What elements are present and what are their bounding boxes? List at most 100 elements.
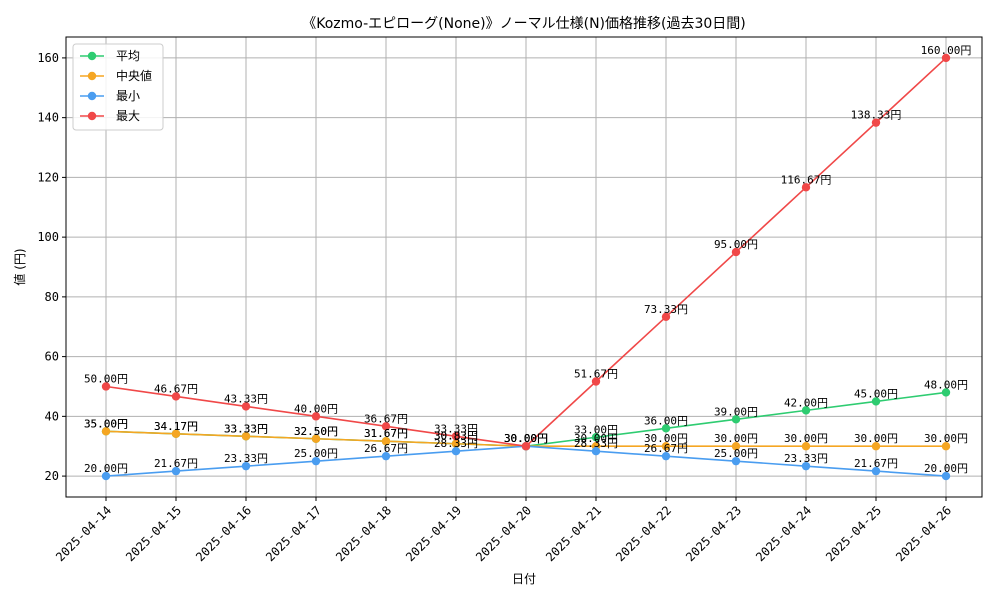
legend-box	[72, 43, 164, 131]
data-point	[171, 466, 181, 476]
x-tick-label: 2025-04-19	[403, 503, 464, 564]
legend-label: 最大	[116, 109, 140, 123]
legend-item: 平均	[80, 49, 140, 63]
data-label: 116.67円	[781, 173, 832, 186]
data-point	[451, 439, 461, 448]
data-label: 20.00円	[924, 462, 968, 475]
legend-item: 中央値	[80, 68, 152, 83]
data-label: 31.67円	[364, 427, 408, 440]
data-point	[101, 382, 111, 391]
data-label: 40.00円	[294, 402, 338, 415]
y-tick-label: 140	[37, 111, 59, 125]
data-label: 28.33円	[434, 437, 478, 450]
data-point	[311, 412, 321, 421]
data-label: 36.67円	[364, 412, 408, 425]
data-label: 30.00円	[924, 432, 968, 445]
data-label: 46.67円	[154, 382, 198, 395]
data-point	[941, 471, 951, 481]
data-point	[871, 466, 881, 476]
data-point	[871, 442, 881, 451]
data-label: 30.83円	[434, 430, 478, 443]
y-tick-label: 120	[37, 170, 59, 184]
data-point	[101, 471, 111, 481]
y-tick-label: 100	[37, 230, 59, 244]
y-axis-label: 値 (円)	[12, 248, 27, 285]
data-point	[311, 434, 321, 443]
data-point	[941, 53, 951, 63]
x-tick-label: 2025-04-22	[613, 503, 674, 564]
data-label: 30.00円	[504, 432, 548, 445]
data-point	[661, 312, 671, 321]
data-point	[451, 447, 461, 456]
data-label: 33.33円	[434, 422, 478, 435]
data-point	[731, 247, 741, 257]
data-label: 32.50円	[294, 425, 338, 438]
legend-item: 最小	[80, 89, 140, 103]
data-labels: 35.00円 34.17円 33.33円 32.50円 31.67円 30.83円 30.0…	[84, 44, 971, 475]
legend-label: 中央値	[116, 68, 152, 83]
data-point	[311, 456, 321, 466]
data-label: 33.33円	[224, 422, 268, 435]
y-tick-label: 80	[45, 290, 59, 304]
data-label: 23.33円	[224, 452, 268, 465]
plot-frame	[65, 36, 983, 498]
data-point	[241, 432, 251, 441]
data-label: 21.67円	[154, 457, 198, 470]
data-label: 23.33円	[784, 452, 828, 465]
data-point	[591, 377, 601, 386]
legend-label: 最小	[116, 89, 140, 103]
data-point	[381, 451, 391, 461]
x-tick-label: 2025-04-24	[753, 503, 814, 564]
data-point	[941, 442, 951, 451]
data-label: 50.00円	[84, 372, 128, 385]
x-tick-label: 2025-04-21	[543, 503, 604, 564]
data-label: 34.17円	[154, 420, 198, 433]
series-layer	[101, 53, 951, 481]
data-label: 26.67円	[644, 442, 688, 455]
data-point	[171, 429, 181, 438]
data-label: 20.00円	[84, 462, 128, 475]
x-tick-label: 2025-04-20	[473, 503, 534, 564]
data-point	[241, 461, 251, 471]
data-point	[871, 118, 881, 127]
data-label: 33.33円	[224, 422, 268, 435]
data-point	[171, 392, 181, 401]
data-label: 34.17円	[154, 420, 198, 433]
x-tick-label: 2025-04-15	[123, 503, 184, 564]
data-label: 30.00円	[504, 432, 548, 445]
legend-marker	[87, 71, 97, 81]
data-label: 33.00円	[574, 423, 618, 436]
data-label: 30.00円	[854, 432, 898, 445]
data-point	[591, 447, 601, 456]
data-label: 42.00円	[784, 396, 828, 409]
data-label: 21.67円	[854, 457, 898, 470]
data-label: 30.83円	[434, 430, 478, 443]
data-label: 26.67円	[364, 442, 408, 455]
x-tick-label: 2025-04-14	[53, 503, 114, 564]
data-point	[731, 456, 741, 466]
data-point	[381, 422, 391, 431]
data-point	[801, 183, 811, 192]
data-point	[941, 388, 951, 397]
x-tick-label: 2025-04-18	[333, 503, 394, 564]
data-label: 160.00円	[921, 44, 972, 57]
data-label: 45.00円	[854, 387, 898, 400]
series-最大	[101, 53, 951, 451]
grid	[66, 37, 982, 497]
ticks: 2025-04-14 2025-04-15 2025-04-16 2025-04-17…	[37, 51, 954, 564]
data-point	[591, 433, 601, 442]
data-point	[241, 402, 251, 411]
data-label: 95.00円	[714, 238, 758, 251]
data-label: 31.67円	[364, 427, 408, 440]
legend-marker	[87, 111, 97, 121]
legend-item: 最大	[80, 109, 140, 123]
data-point	[871, 397, 881, 406]
data-label: 30.00円	[644, 432, 688, 445]
data-label: 35.00円	[84, 417, 128, 430]
x-tick-label: 2025-04-16	[193, 503, 254, 564]
data-point	[731, 415, 741, 424]
data-label: 43.33円	[224, 392, 268, 405]
data-label: 25.00円	[294, 447, 338, 460]
